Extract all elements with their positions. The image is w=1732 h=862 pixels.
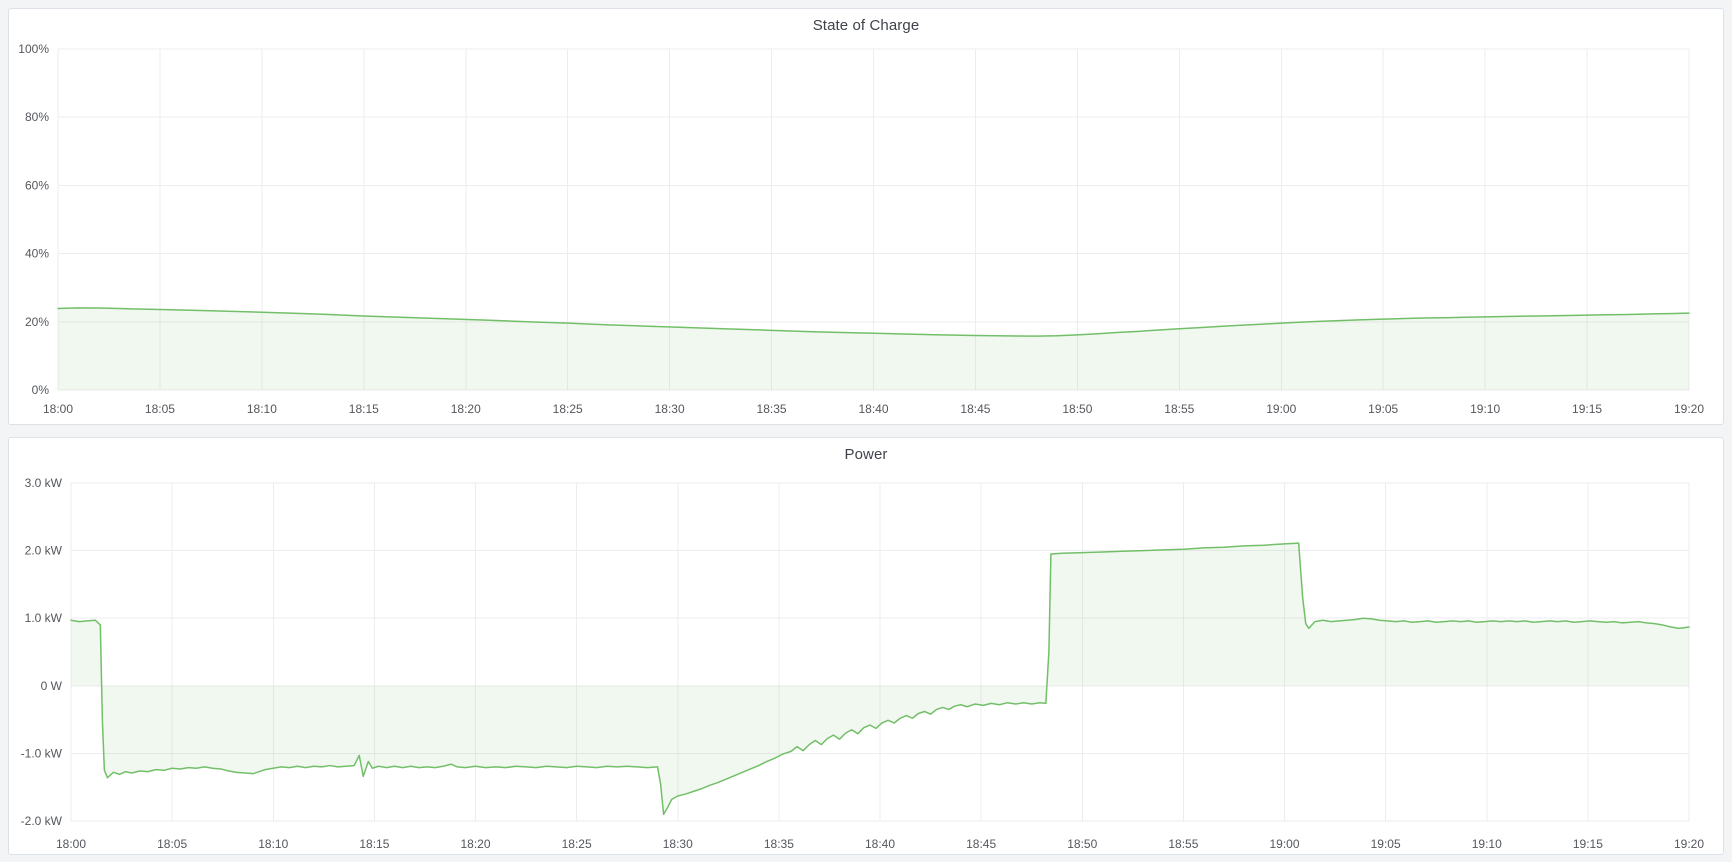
x-axis-tick-label: 18:50 (1067, 837, 1097, 851)
x-axis-tick-label: 18:55 (1164, 402, 1194, 416)
series-line (57, 307, 1690, 337)
y-axis-tick-label: -1.0 kW (21, 746, 63, 760)
x-axis-tick-label: 18:50 (1062, 402, 1092, 416)
x-axis-tick-label: 18:40 (858, 402, 888, 416)
y-axis-tick-label: 20% (25, 315, 49, 329)
x-axis-tick-label: 19:15 (1572, 402, 1602, 416)
x-axis-tick-label: 18:35 (757, 402, 787, 416)
y-axis-tick-label: 100% (18, 42, 49, 56)
x-axis-tick-label: 18:40 (865, 837, 895, 851)
x-axis-tick-label: 18:05 (145, 402, 175, 416)
y-axis-tick-label: 1.0 kW (25, 611, 63, 625)
x-axis-tick-label: 18:15 (349, 402, 379, 416)
x-axis-tick-label: 18:10 (258, 837, 288, 851)
x-axis-tick-label: 19:00 (1269, 837, 1299, 851)
x-axis-tick-label: 19:05 (1368, 402, 1398, 416)
y-axis-tick-label: 0% (32, 383, 50, 397)
x-axis-tick-label: 18:30 (655, 402, 685, 416)
x-axis-tick-label: 18:45 (960, 402, 990, 416)
x-axis-tick-label: 18:45 (966, 837, 996, 851)
x-axis-tick-label: 19:10 (1472, 837, 1502, 851)
x-axis-tick-label: 18:00 (56, 837, 86, 851)
y-axis-tick-label: -2.0 kW (21, 814, 63, 828)
x-axis-tick-label: 19:05 (1371, 837, 1401, 851)
series-area-fill (58, 307, 1689, 390)
x-axis-tick-label: 18:15 (359, 837, 389, 851)
y-axis-tick-label: 80% (25, 110, 49, 124)
soc-chart-canvas[interactable]: 100% 80% 60% 40% 20% 0% 18:00 18:05 18:10 18:15 18… (9, 9, 1723, 424)
x-axis-tick-label: 19:15 (1573, 837, 1603, 851)
x-axis-tick-label: 18:00 (43, 402, 73, 416)
x-axis-tick-label: 19:20 (1674, 837, 1704, 851)
x-axis-tick-label: 19:20 (1674, 402, 1704, 416)
x-axis-tick-label: 18:20 (451, 402, 481, 416)
series-line (70, 542, 1690, 815)
y-axis-tick-label: 2.0 kW (25, 544, 63, 558)
y-axis-tick-label: 60% (25, 178, 49, 192)
x-axis-tick-label: 18:25 (562, 837, 592, 851)
y-axis-tick-label: 40% (25, 247, 49, 261)
y-axis-tick-label: 3.0 kW (25, 476, 63, 490)
x-axis-tick-label: 18:55 (1168, 837, 1198, 851)
power-chart-canvas[interactable]: 3.0 kW 2.0 kW 1.0 kW 0 W -1.0 kW -2.0 kW 18:00… (9, 438, 1723, 854)
series-area-fill (71, 543, 1689, 815)
x-axis-tick-label: 18:35 (764, 837, 794, 851)
panel-power: Power 3.0 kW 2.0 kW 1.0 kW 0 W -1.0 kW -2.0 k… (8, 437, 1724, 855)
x-axis-tick-label: 19:10 (1470, 402, 1500, 416)
x-axis-tick-label: 18:05 (157, 837, 187, 851)
x-axis-tick-label: 18:25 (553, 402, 583, 416)
x-axis-tick-label: 19:00 (1266, 402, 1296, 416)
x-axis-tick-label: 18:10 (247, 402, 277, 416)
x-axis-tick-label: 18:30 (663, 837, 693, 851)
y-axis-tick-label: 0 W (41, 679, 63, 693)
x-axis-tick-label: 18:20 (460, 837, 490, 851)
panel-state-of-charge: State of Charge 100% 80% 60% 40% 20% 0% 18:00 1… (8, 8, 1724, 425)
